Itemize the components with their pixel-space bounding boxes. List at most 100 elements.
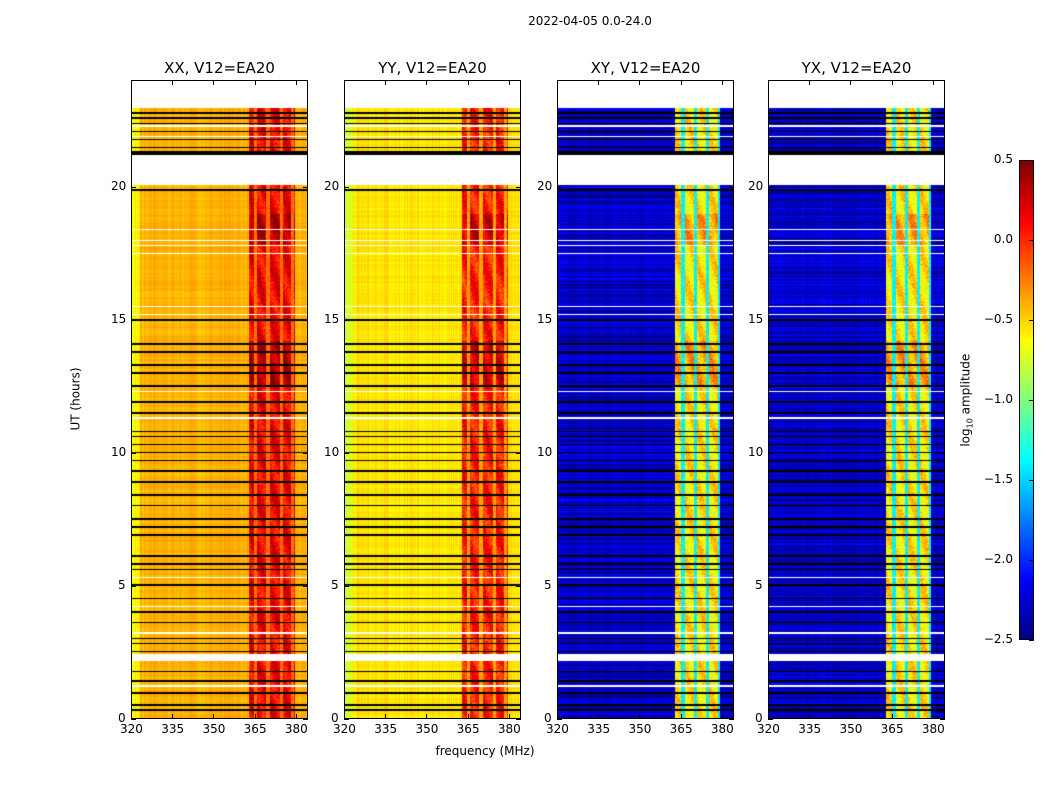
x-tick bbox=[557, 80, 558, 85]
x-tick bbox=[639, 80, 641, 85]
x-tick bbox=[213, 714, 215, 719]
y-tick bbox=[768, 585, 773, 587]
y-tick bbox=[557, 452, 562, 454]
colorbar-tick-label: −1.5 bbox=[983, 472, 1013, 486]
x-tick bbox=[467, 80, 469, 85]
y-tick bbox=[768, 452, 773, 454]
colorbar-tick-label: −2.0 bbox=[983, 552, 1013, 566]
heatmap-panel bbox=[768, 80, 945, 719]
y-tick bbox=[940, 186, 945, 188]
x-tick bbox=[131, 80, 132, 85]
x-tick bbox=[213, 80, 215, 85]
y-tick bbox=[768, 719, 773, 720]
x-tick bbox=[891, 714, 893, 719]
x-tick bbox=[598, 714, 600, 719]
x-tick bbox=[598, 80, 600, 85]
x-tick bbox=[557, 714, 558, 719]
colorbar-tick bbox=[1029, 160, 1034, 161]
y-tick bbox=[768, 186, 773, 188]
y-tick-label: 0 bbox=[331, 711, 339, 725]
x-tick bbox=[891, 80, 893, 85]
x-tick-label: 380 bbox=[921, 722, 945, 736]
y-tick bbox=[131, 186, 136, 188]
y-tick bbox=[557, 186, 562, 188]
x-tick bbox=[639, 714, 641, 719]
y-tick-label: 10 bbox=[537, 444, 553, 459]
y-tick-label: 15 bbox=[537, 311, 553, 326]
x-tick-label: 335 bbox=[161, 722, 185, 736]
x-tick bbox=[850, 714, 852, 719]
y-tick bbox=[516, 452, 521, 454]
y-tick bbox=[516, 319, 521, 321]
y-tick-label: 5 bbox=[755, 577, 763, 592]
colorbar-label: log10 amplitude bbox=[958, 353, 975, 447]
y-tick bbox=[557, 719, 562, 720]
x-tick bbox=[385, 80, 387, 85]
x-tick-label: 365 bbox=[456, 722, 480, 736]
heatmap-image bbox=[132, 81, 307, 718]
heatmap-panel bbox=[557, 80, 734, 719]
y-tick-label: 20 bbox=[111, 178, 127, 193]
x-tick bbox=[385, 714, 387, 719]
y-tick bbox=[768, 319, 773, 321]
panel-title: YY, V12=EA20 bbox=[378, 59, 487, 77]
y-tick bbox=[729, 719, 734, 720]
colorbar-tick bbox=[1029, 560, 1034, 561]
figure-title: 2022-04-05 0.0-24.0 bbox=[528, 14, 652, 28]
heatmap-panel bbox=[344, 80, 521, 719]
x-tick bbox=[680, 80, 682, 85]
y-tick bbox=[940, 319, 945, 321]
y-tick bbox=[131, 585, 136, 587]
x-tick bbox=[680, 714, 682, 719]
y-tick bbox=[557, 585, 562, 587]
x-tick bbox=[768, 80, 769, 85]
y-tick-label: 10 bbox=[324, 444, 340, 459]
panel-title: XY, V12=EA20 bbox=[590, 59, 701, 77]
y-tick bbox=[729, 319, 734, 321]
x-tick bbox=[768, 714, 769, 719]
colorbar-tick bbox=[1029, 480, 1034, 481]
x-tick bbox=[254, 714, 256, 719]
x-tick-label: 380 bbox=[710, 722, 734, 736]
x-tick bbox=[131, 714, 132, 719]
x-tick-label: 350 bbox=[628, 722, 652, 736]
y-tick-label: 5 bbox=[544, 577, 552, 592]
x-tick bbox=[508, 714, 510, 719]
y-tick bbox=[344, 319, 349, 321]
x-tick-label: 380 bbox=[497, 722, 521, 736]
y-tick-label: 5 bbox=[331, 577, 339, 592]
colorbar-tick-label: −2.5 bbox=[983, 632, 1013, 646]
x-tick-label: 320 bbox=[546, 722, 569, 736]
x-tick bbox=[721, 80, 723, 85]
x-tick bbox=[295, 714, 297, 719]
colorbar-tick-label: −1.0 bbox=[983, 392, 1013, 406]
colorbar-tick-label: 0.0 bbox=[993, 232, 1013, 246]
y-tick-label: 10 bbox=[748, 444, 764, 459]
x-tick bbox=[344, 714, 345, 719]
x-tick bbox=[809, 714, 811, 719]
y-tick-label: 5 bbox=[118, 577, 126, 592]
colorbar-tick bbox=[1029, 400, 1034, 401]
y-tick bbox=[344, 719, 349, 720]
x-tick bbox=[850, 80, 852, 85]
x-tick-label: 380 bbox=[284, 722, 308, 736]
y-tick bbox=[940, 452, 945, 454]
y-tick bbox=[131, 319, 136, 321]
y-tick-label: 20 bbox=[748, 178, 764, 193]
y-tick bbox=[557, 319, 562, 321]
y-tick-label: 20 bbox=[324, 178, 340, 193]
y-tick-label: 10 bbox=[111, 444, 127, 459]
x-tick-label: 365 bbox=[669, 722, 693, 736]
colorbar-tick bbox=[1029, 240, 1034, 241]
y-tick bbox=[344, 452, 349, 454]
y-tick-label: 15 bbox=[748, 311, 764, 326]
colorbar-tick bbox=[1029, 320, 1034, 321]
y-tick bbox=[131, 452, 136, 454]
x-tick-label: 350 bbox=[202, 722, 226, 736]
x-tick-label: 350 bbox=[839, 722, 863, 736]
x-tick bbox=[426, 80, 428, 85]
x-axis-label: frequency (MHz) bbox=[435, 744, 535, 758]
x-tick-label: 320 bbox=[333, 722, 356, 736]
y-tick bbox=[303, 452, 308, 454]
